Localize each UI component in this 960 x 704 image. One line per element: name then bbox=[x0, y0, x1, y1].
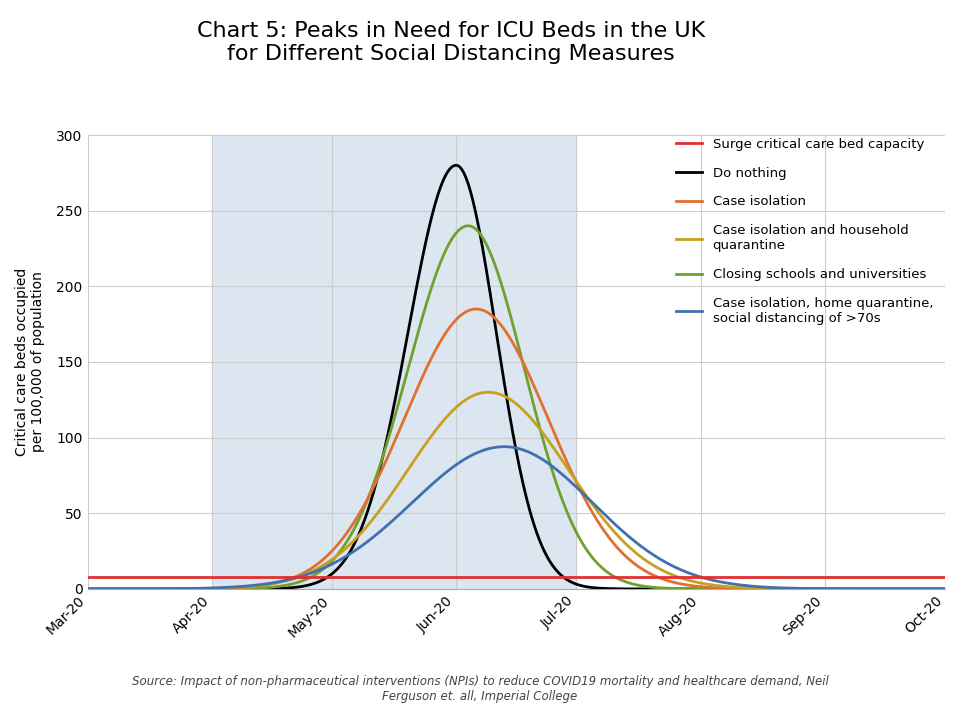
Text: Source: Impact of non-pharmaceutical interventions (NPIs) to reduce COVID19 mort: Source: Impact of non-pharmaceutical int… bbox=[132, 675, 828, 703]
Bar bbox=[212, 135, 576, 589]
Legend: Surge critical care bed capacity, Do nothing, Case isolation, Case isolation and: Surge critical care bed capacity, Do not… bbox=[670, 132, 939, 330]
Text: Chart 5: Peaks in Need for ICU Beds in the UK
for Different Social Distancing Me: Chart 5: Peaks in Need for ICU Beds in t… bbox=[197, 21, 706, 64]
Y-axis label: Critical care beds occupied
per 100,000 of population: Critical care beds occupied per 100,000 … bbox=[15, 268, 45, 456]
